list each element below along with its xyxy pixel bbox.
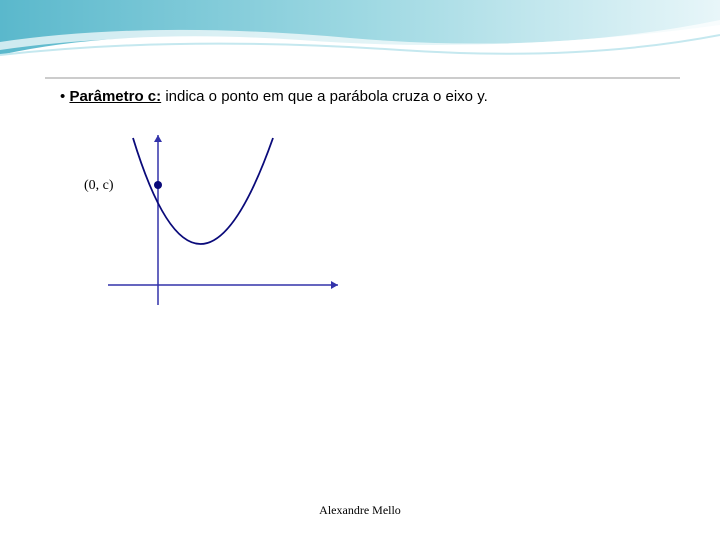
y-intercept-point bbox=[154, 181, 162, 189]
parabola-diagram: (0, c) bbox=[88, 130, 368, 330]
bullet-rest: indica o ponto em que a parábola cruza o… bbox=[161, 88, 488, 105]
footer-author: Alexandre Mello bbox=[0, 503, 720, 518]
point-label: (0, c) bbox=[84, 178, 114, 194]
bullet-text: • Parâmetro c: indica o ponto em que a p… bbox=[60, 88, 680, 105]
bullet-bold: Parâmetro c: bbox=[69, 88, 161, 105]
bullet-marker: • bbox=[60, 88, 65, 105]
content-area: • Parâmetro c: indica o ponto em que a p… bbox=[60, 88, 680, 105]
diagram-svg bbox=[88, 130, 368, 330]
header-wave-decoration bbox=[0, 0, 720, 85]
parabola-curve bbox=[133, 138, 273, 244]
y-axis-arrow bbox=[154, 135, 162, 142]
x-axis-arrow bbox=[331, 281, 338, 289]
